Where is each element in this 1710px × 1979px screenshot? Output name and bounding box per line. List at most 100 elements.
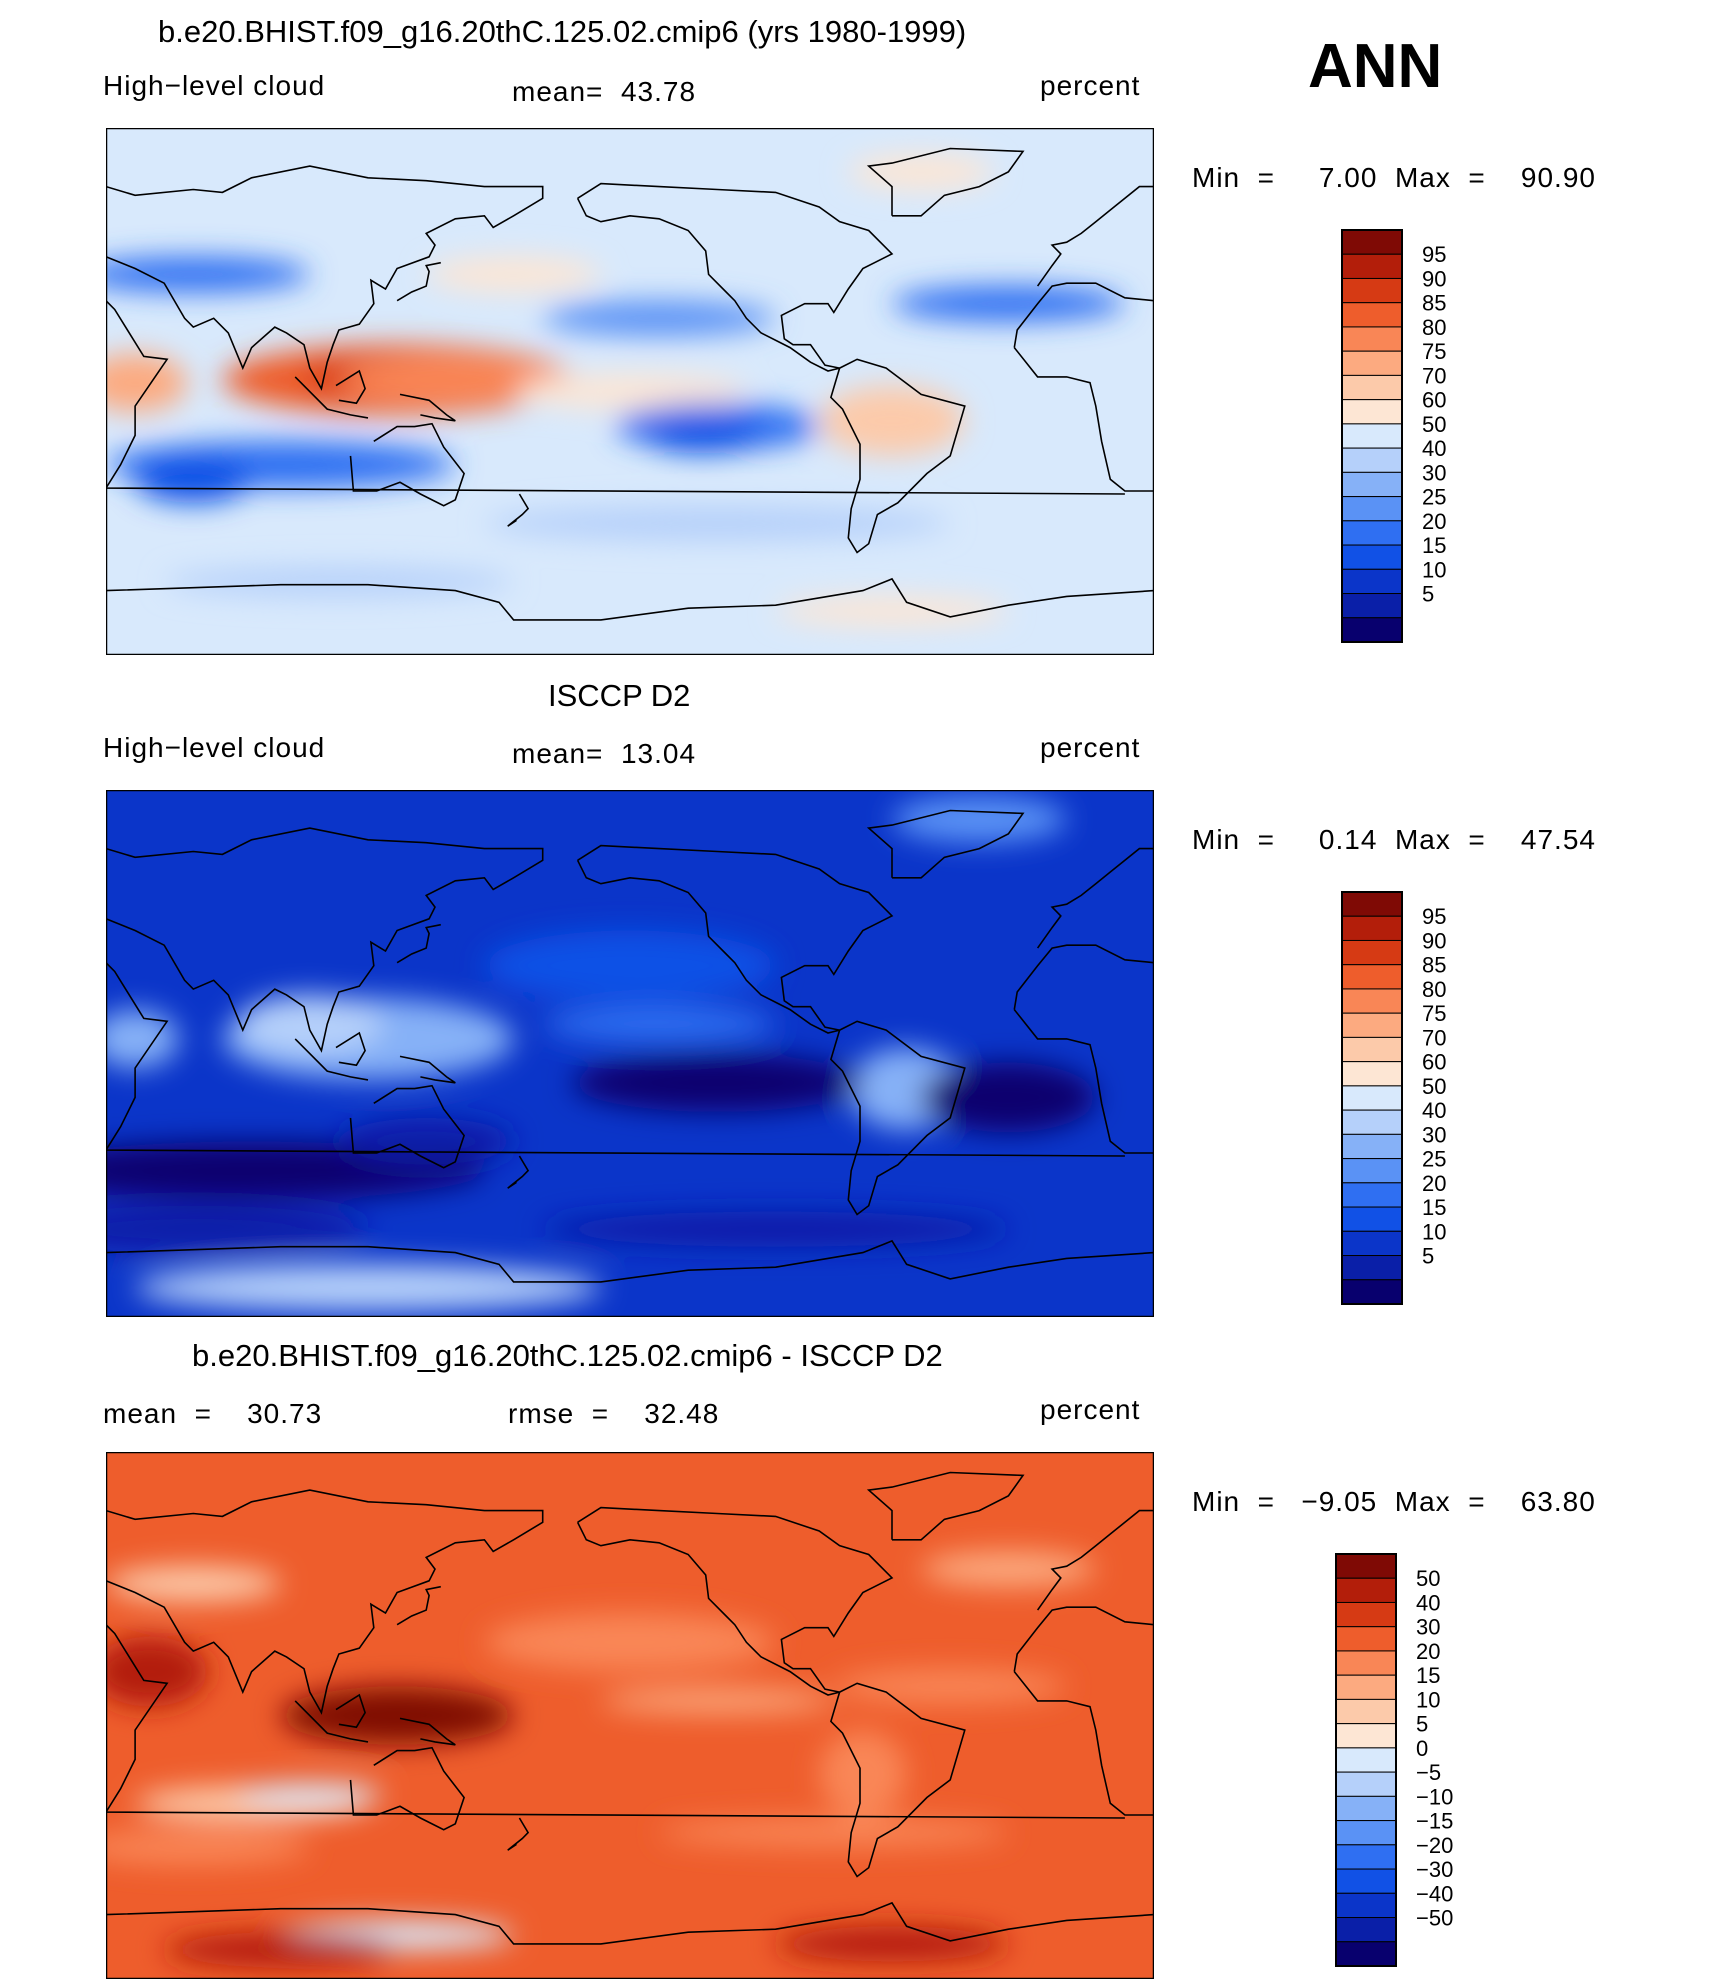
colorbar-level-label: 50 bbox=[1416, 1566, 1440, 1591]
coastline bbox=[396, 923, 441, 964]
coastline bbox=[1013, 347, 1154, 492]
field-region bbox=[542, 1006, 776, 1042]
colorbar-level-label: 5 bbox=[1422, 582, 1434, 607]
colorbar-level-label: 20 bbox=[1416, 1639, 1440, 1664]
colorbar-swatch bbox=[1335, 1626, 1397, 1652]
colorbar-level-label: 90 bbox=[1422, 266, 1446, 291]
colorbar-swatch bbox=[1335, 1868, 1397, 1894]
colorbar-level-label: 15 bbox=[1422, 1195, 1446, 1220]
coastline bbox=[106, 300, 1125, 495]
map-frame bbox=[106, 790, 1154, 1317]
colorbar-swatch bbox=[1335, 1941, 1397, 1967]
colorbar-level-label: 60 bbox=[1422, 1050, 1446, 1075]
colorbar-level-label: 70 bbox=[1422, 1025, 1446, 1050]
coastline bbox=[106, 165, 544, 391]
field-region bbox=[819, 1730, 907, 1818]
field-region bbox=[848, 154, 994, 190]
colorbar-level-label: 30 bbox=[1422, 460, 1446, 485]
coastline bbox=[399, 1717, 456, 1746]
colorbar-level-label: −20 bbox=[1416, 1833, 1453, 1858]
colorbar-swatch bbox=[1335, 1601, 1397, 1628]
colorbar-level-label: 10 bbox=[1422, 557, 1446, 582]
coastline bbox=[106, 962, 1125, 1157]
colorbar-swatch bbox=[1341, 471, 1403, 498]
colorbar-swatch bbox=[1341, 1012, 1403, 1038]
field-region bbox=[600, 1689, 834, 1713]
colorbar-level-label: 50 bbox=[1422, 1074, 1446, 1099]
coastline bbox=[1036, 847, 1154, 949]
coastline bbox=[829, 1682, 966, 1878]
panel-2-minmax: Min = 0.14 Max = 47.54 bbox=[1192, 824, 1596, 855]
colorbar-level-label: −10 bbox=[1416, 1784, 1453, 1809]
coastline bbox=[1013, 282, 1154, 348]
colorbar-swatch bbox=[1335, 1795, 1397, 1822]
colorbar-swatch bbox=[1341, 350, 1403, 376]
colorbar-swatch bbox=[1335, 1820, 1397, 1846]
colorbar-swatch bbox=[1341, 1182, 1403, 1208]
coastline bbox=[866, 147, 1025, 217]
colorbar-swatch bbox=[1341, 1085, 1403, 1111]
coastline bbox=[396, 261, 441, 302]
colorbar-level-label: 5 bbox=[1416, 1712, 1428, 1737]
colorbar-level-label: 0 bbox=[1416, 1736, 1428, 1761]
coastline bbox=[576, 182, 894, 372]
colorbar-swatch bbox=[1341, 520, 1403, 546]
panel-2-variable-label: High−level cloud bbox=[103, 732, 326, 763]
coastline bbox=[399, 1055, 456, 1084]
field-region bbox=[892, 795, 1067, 843]
field-region bbox=[775, 1926, 1009, 1962]
colorbar-swatch bbox=[1335, 1892, 1397, 1919]
panel-2-mean-label: mean= 13.04 bbox=[512, 738, 697, 769]
field-region bbox=[338, 356, 572, 404]
colorbar-level-label: 95 bbox=[1422, 904, 1446, 929]
colorbar-swatch bbox=[1341, 423, 1403, 449]
field-region bbox=[106, 1205, 368, 1253]
coastline bbox=[1013, 1009, 1154, 1154]
field-region bbox=[775, 596, 1009, 626]
colorbar-swatch bbox=[1341, 447, 1403, 473]
colorbar-swatch bbox=[1341, 593, 1403, 619]
field-region bbox=[106, 353, 188, 412]
coastline bbox=[106, 1489, 544, 1715]
field-region bbox=[135, 1264, 601, 1312]
colorbar-level-label: 40 bbox=[1422, 436, 1446, 461]
colorbar-level-label: 40 bbox=[1416, 1590, 1440, 1615]
coastline bbox=[576, 844, 894, 1034]
colorbar-level-label: −30 bbox=[1416, 1857, 1453, 1882]
colorbar-swatch bbox=[1341, 277, 1403, 304]
field-region bbox=[106, 1829, 310, 1865]
colorbar-swatch bbox=[1335, 1650, 1397, 1676]
panel-3-mean-label: mean = 30.73 bbox=[103, 1398, 323, 1429]
colorbar-level-label: 20 bbox=[1422, 1171, 1446, 1196]
colorbar-swatch bbox=[1341, 229, 1403, 255]
colorbar-swatch bbox=[1341, 1061, 1403, 1087]
colorbar-level-label: 80 bbox=[1422, 315, 1446, 340]
coastline bbox=[335, 1031, 366, 1067]
colorbar-level-label: 90 bbox=[1422, 928, 1446, 953]
colorbar-swatch bbox=[1341, 1036, 1403, 1063]
coastline bbox=[399, 393, 456, 422]
colorbar-swatch bbox=[1341, 1206, 1403, 1232]
colorbar-swatch bbox=[1341, 496, 1403, 522]
colorbar-swatch bbox=[1335, 1771, 1397, 1797]
panel-1-map bbox=[106, 128, 1154, 655]
field-region bbox=[819, 385, 965, 456]
colorbar-level-label: 20 bbox=[1422, 509, 1446, 534]
colorbar-level-label: 15 bbox=[1416, 1663, 1440, 1688]
field-region bbox=[106, 1009, 179, 1069]
colorbar-swatch bbox=[1341, 544, 1403, 570]
field-region bbox=[542, 1211, 1009, 1247]
coastline bbox=[1013, 944, 1154, 1010]
colorbar-level-label: 25 bbox=[1422, 1147, 1446, 1172]
colorbar-level-label: 85 bbox=[1422, 291, 1446, 316]
coastline bbox=[106, 1901, 1154, 1945]
field-region bbox=[106, 1566, 281, 1602]
coastline bbox=[396, 1585, 441, 1626]
colorbar-swatch bbox=[1341, 399, 1403, 425]
colorbar-swatch bbox=[1335, 1674, 1397, 1700]
coastline bbox=[829, 358, 966, 554]
field-region bbox=[484, 1613, 776, 1672]
colorbar-swatch bbox=[1341, 1230, 1403, 1257]
colorbar-swatch bbox=[1335, 1747, 1397, 1773]
